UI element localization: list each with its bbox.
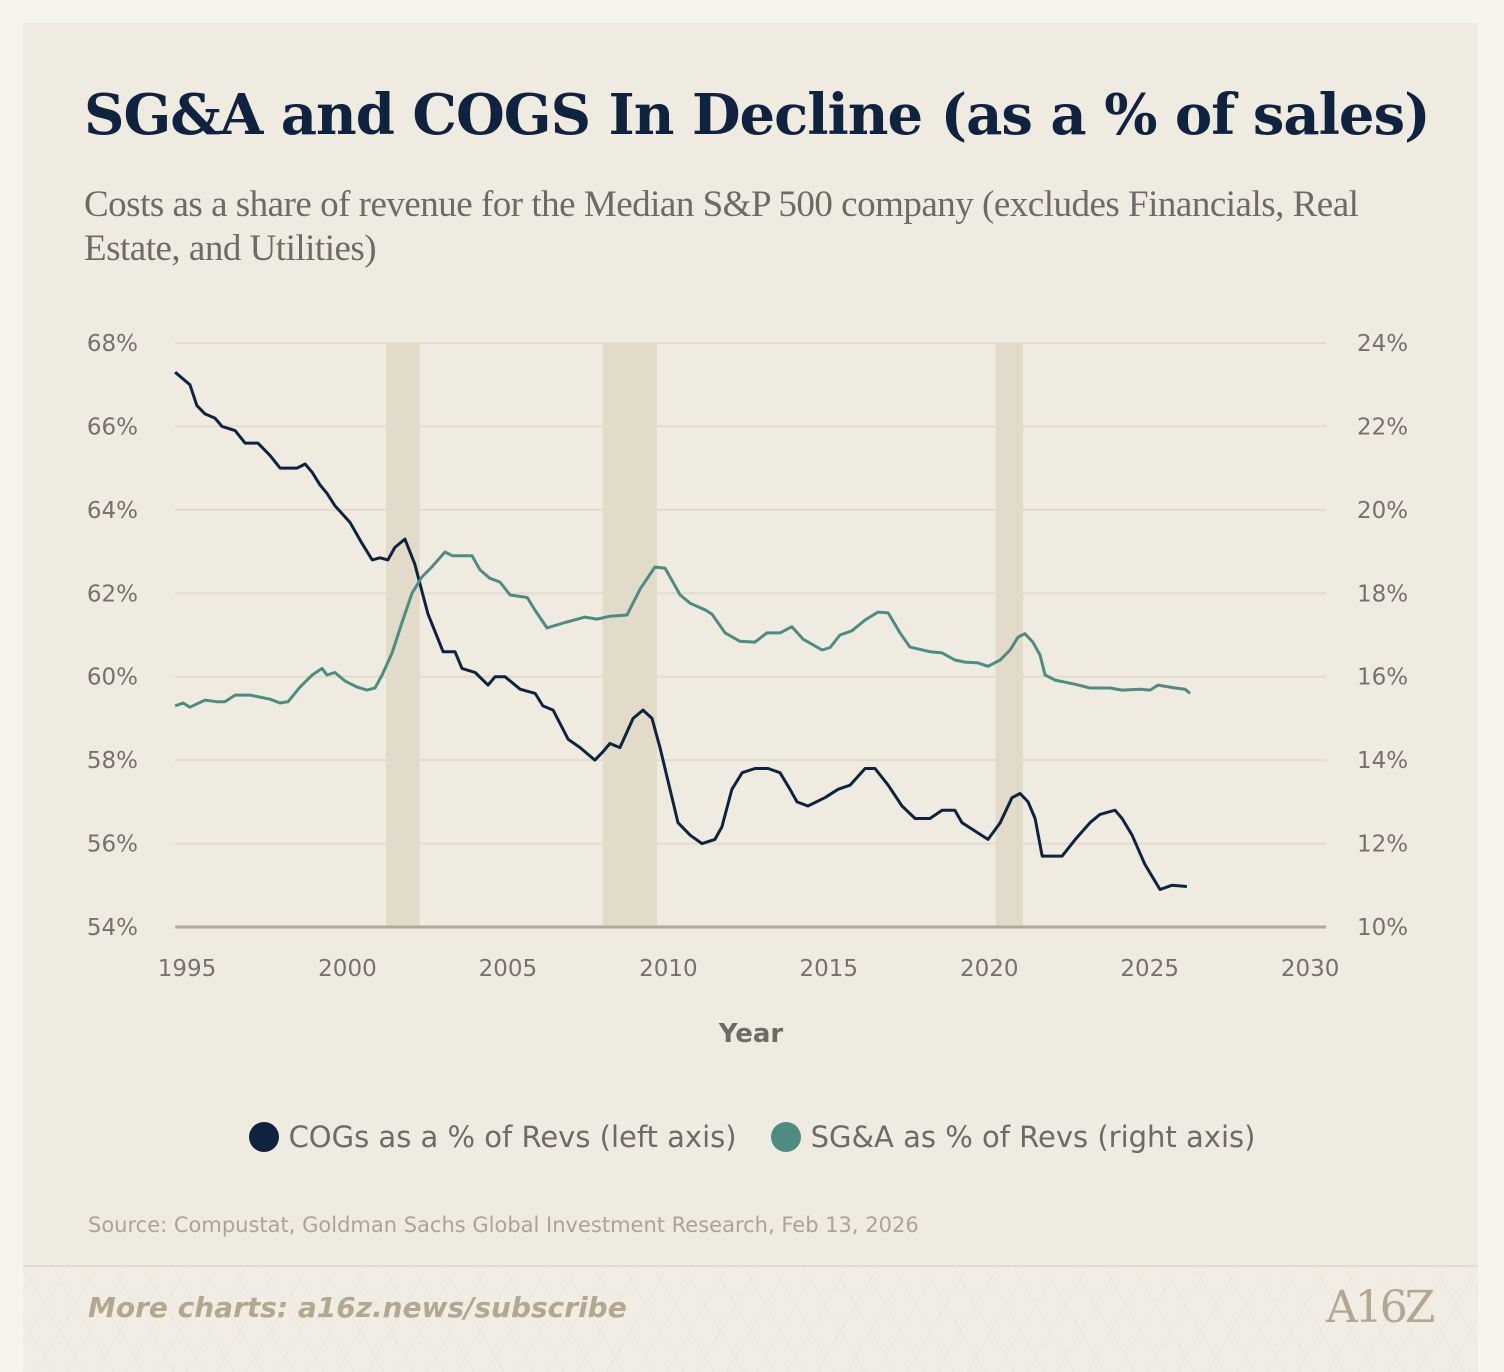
right-tick-label: 24%	[1357, 331, 1408, 357]
x-tick-label: 2025	[1120, 956, 1179, 982]
left-tick-label: 64%	[87, 498, 138, 524]
left-tick-label: 56%	[87, 832, 138, 858]
sga-series-line	[174, 550, 1192, 709]
legend-item-cogs: COGs as a % of Revs (left axis)	[248, 1120, 737, 1154]
x-tick-label: 1995	[158, 956, 217, 982]
cogs-series-line	[174, 371, 1188, 891]
x-tick-label: 2015	[800, 956, 859, 982]
recession-band	[995, 343, 1023, 927]
x-tick-label: 2010	[639, 956, 698, 982]
chart-card	[23, 23, 1478, 1265]
a16z-logo: A16Z	[1326, 1282, 1435, 1333]
left-tick-label: 60%	[87, 665, 138, 691]
recession-band	[602, 343, 658, 927]
footer-band	[23, 1265, 1478, 1372]
x-tick-label: 2020	[960, 956, 1019, 982]
right-tick-label: 14%	[1357, 748, 1408, 774]
left-tick-label: 62%	[87, 581, 138, 607]
x-tick-label: 2005	[479, 956, 538, 982]
more-charts-link[interactable]: More charts: a16z.news/subscribe	[88, 1291, 627, 1324]
x-tick-label: 2030	[1281, 956, 1340, 982]
source-note: Source: Compustat, Goldman Sachs Global …	[88, 1213, 919, 1237]
x-axis-label: Year	[718, 1019, 784, 1049]
x-tick-label: 2000	[318, 956, 377, 982]
left-tick-label: 66%	[87, 414, 138, 440]
legend-item-sga: SG&A as % of Revs (right axis)	[770, 1120, 1256, 1154]
right-tick-label: 22%	[1357, 414, 1408, 440]
right-tick-label: 10%	[1357, 915, 1408, 941]
left-tick-label: 54%	[87, 915, 138, 941]
chart-title: SG&A and COGS In Decline (as a % of sale…	[84, 82, 1431, 148]
right-tick-label: 16%	[1357, 665, 1408, 691]
right-tick-label: 12%	[1357, 832, 1408, 858]
cogs-legend-dot-icon	[248, 1122, 279, 1152]
right-tick-label: 18%	[1357, 581, 1408, 607]
sga-legend-dot-icon	[770, 1122, 801, 1152]
left-tick-label: 58%	[87, 748, 138, 774]
legend-label-cogs: COGs as a % of Revs (left axis)	[288, 1120, 737, 1154]
recession-band	[385, 343, 420, 927]
legend-label-sga: SG&A as % of Revs (right axis)	[810, 1120, 1256, 1154]
left-tick-label: 68%	[87, 331, 138, 357]
chart-subtitle: Costs as a share of revenue for the Medi…	[84, 184, 1359, 269]
legend: COGs as a % of Revs (left axis) SG&A as …	[0, 1120, 1504, 1154]
right-tick-label: 20%	[1357, 498, 1408, 524]
